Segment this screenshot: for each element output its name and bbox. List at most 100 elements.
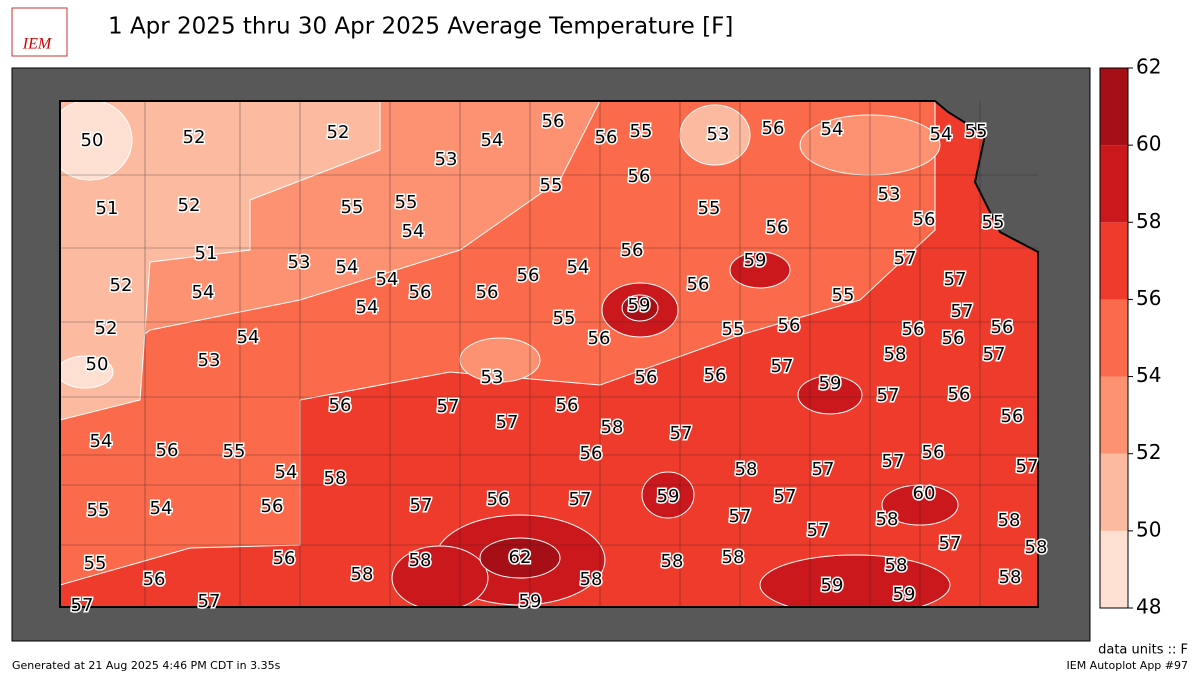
station-value: 53 — [481, 367, 504, 388]
station-value: 54 — [376, 269, 399, 290]
logo: IEM — [11, 7, 68, 57]
station-value: 50 — [86, 354, 109, 375]
station-value: 58 — [735, 459, 758, 480]
fill-region — [797, 375, 863, 415]
station-value: 58 — [1025, 537, 1048, 558]
station-value: 51 — [195, 243, 218, 264]
contour-fills — [60, 101, 1038, 607]
fill-region — [479, 537, 561, 579]
fill-region — [621, 294, 659, 322]
station-value: 58 — [324, 468, 347, 489]
station-value: 57 — [951, 301, 974, 322]
station-value: 55 — [223, 441, 246, 462]
station-value: 54 — [821, 119, 844, 140]
station-value: 57 — [774, 486, 797, 507]
station-value: 56 — [261, 496, 284, 517]
station-value: 57 — [944, 269, 967, 290]
station-value: 57 — [437, 396, 460, 417]
station-value: 55 — [84, 553, 107, 574]
station-value: 57 — [729, 506, 752, 527]
station-value: 55 — [630, 121, 653, 142]
station-value: 55 — [722, 319, 745, 340]
station-value: 51 — [96, 198, 119, 219]
station-value: 55 — [832, 285, 855, 306]
station-value: 56 — [628, 166, 651, 187]
colorbar-bin — [1100, 299, 1128, 377]
station-value: 57 — [771, 356, 794, 377]
station-value: 57 — [198, 591, 221, 612]
station-value: 54 — [402, 221, 425, 242]
station-value: 55 — [982, 212, 1005, 233]
colorbar-tick-label: 52 — [1136, 440, 1161, 464]
title: 1 Apr 2025 thru 30 Apr 2025 Average Temp… — [108, 14, 733, 40]
station-value: 56 — [1001, 406, 1024, 427]
fill-region — [729, 251, 791, 289]
station-value: 56 — [487, 489, 510, 510]
station-value: 55 — [395, 192, 418, 213]
station-value: 54 — [567, 257, 590, 278]
station-value: 55 — [540, 175, 563, 196]
station-value: 58 — [876, 509, 899, 530]
station-value: 58 — [722, 547, 745, 568]
station-value: 52 — [183, 127, 206, 148]
colorbar-tick-label: 58 — [1136, 209, 1161, 233]
fill-region — [391, 545, 489, 607]
fill-region — [759, 554, 951, 607]
station-value: 59 — [519, 591, 542, 612]
station-value: 59 — [893, 584, 916, 605]
colorbar-tick-label: 50 — [1136, 517, 1161, 541]
station-value: 57 — [569, 489, 592, 510]
station-value: 62 — [509, 547, 532, 568]
station-value: 57 — [410, 495, 433, 516]
station-value: 53 — [435, 149, 458, 170]
station-value: 58 — [999, 567, 1022, 588]
station-value: 54 — [275, 462, 298, 483]
station-value: 56 — [942, 328, 965, 349]
station-value: 54 — [930, 124, 953, 145]
station-value: 53 — [878, 184, 901, 205]
station-value: 56 — [913, 209, 936, 230]
station-value: 56 — [948, 384, 971, 405]
colorbar-bin — [1100, 145, 1128, 223]
station-value: 53 — [288, 252, 311, 273]
station-value: 53 — [707, 124, 730, 145]
station-labels: 50 52 52 53 54 56 56 55 53 56 54 54 55 51 52 55 55 54 55 56… — [69, 110, 1049, 618]
station-value: 54 — [481, 130, 504, 151]
station-value: 55 — [698, 198, 721, 219]
station-value: 56 — [580, 443, 603, 464]
station-value: 54 — [237, 327, 260, 348]
station-value: 55 — [965, 121, 988, 142]
station-value: 56 — [542, 111, 565, 132]
station-value: 59 — [821, 575, 844, 596]
station-value: 58 — [601, 417, 624, 438]
station-value: 60 — [913, 483, 936, 504]
colorbar: 48 50 52 54 56 58 60 62 — [1099, 55, 1161, 619]
fill-region — [641, 471, 695, 519]
logo-box — [11, 7, 68, 57]
county-lines — [60, 101, 1038, 607]
station-value: 56 — [766, 217, 789, 238]
fill-region — [60, 101, 133, 181]
station-value: 57 — [939, 533, 962, 554]
station-value: 52 — [110, 275, 133, 296]
station-value: 57 — [877, 385, 900, 406]
station-value: 56 — [143, 569, 166, 590]
station-value: 57 — [812, 459, 835, 480]
colorbar-frame — [1099, 67, 1129, 609]
station-value: 56 — [476, 282, 499, 303]
units-note: data units :: F — [1098, 643, 1188, 658]
station-value: 57 — [496, 412, 519, 433]
station-value: 56 — [409, 282, 432, 303]
station-value: 52 — [178, 195, 201, 216]
station-value: 57 — [1016, 456, 1039, 477]
logo-text: IEM — [22, 36, 53, 53]
station-value: 56 — [902, 319, 925, 340]
station-value: 59 — [744, 250, 767, 271]
station-value: 56 — [991, 317, 1014, 338]
colorbar-tick-label: 62 — [1136, 55, 1161, 79]
station-value: 58 — [998, 510, 1021, 531]
station-value: 56 — [687, 274, 710, 295]
station-value: 54 — [356, 297, 379, 318]
colorbar-bin — [1100, 530, 1128, 608]
